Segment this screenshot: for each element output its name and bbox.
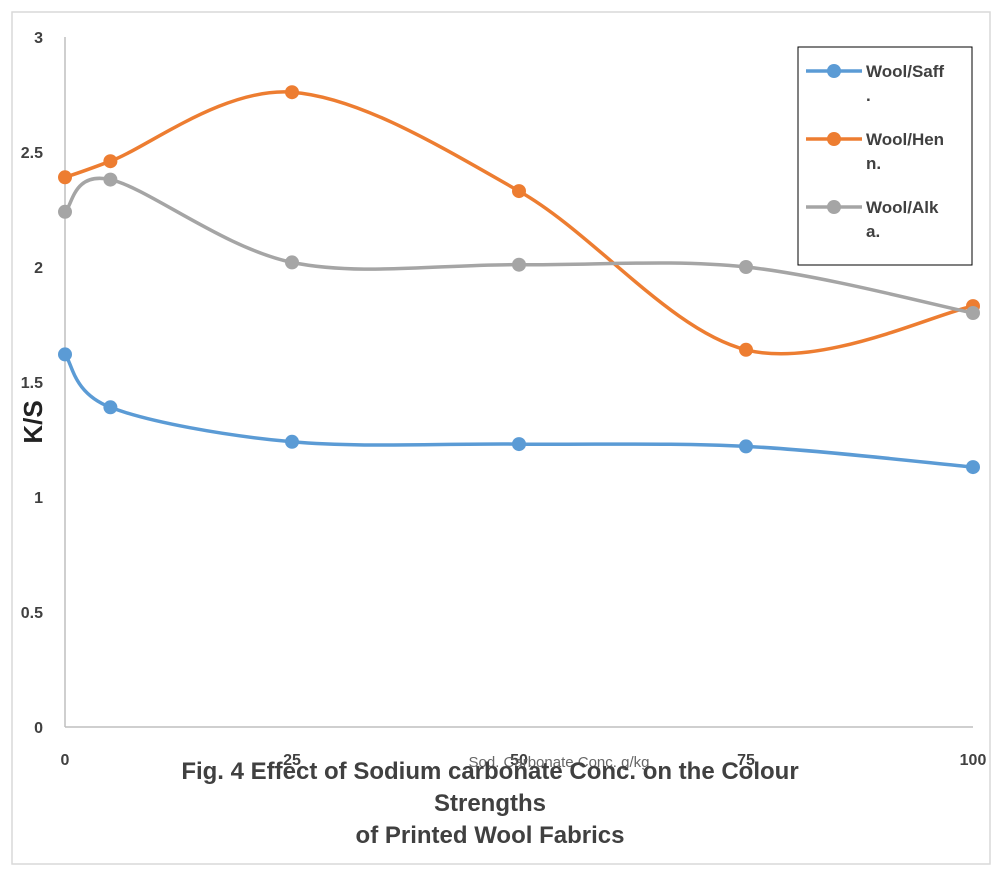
legend-entry: Wool/Saff. [806,62,944,105]
legend-entry: Wool/Hen n. [806,130,944,173]
y-axis-label: K/S [18,400,48,443]
legend-swatch-marker [827,200,841,214]
data-point [103,154,118,169]
data-point [512,184,526,199]
data-point [966,306,980,320]
data-point [58,204,72,219]
data-point [285,434,299,449]
data-point [966,460,980,475]
x-tick-label: 50 [510,752,528,769]
series-layer [58,85,980,475]
data-point [512,437,526,452]
x-tick-label: 75 [737,752,755,769]
data-point [58,170,72,185]
caption-line-1: Fig. 4 Effect of Sodium carbonate Conc. … [181,758,799,785]
caption-line-2: Strengths [433,790,546,817]
y-tick-label: 1 [34,490,43,507]
y-tick-label: 1.5 [21,375,43,392]
y-tick-label: 0 [34,720,43,737]
legend-label: Wool/Hen [866,130,944,149]
y-tick-label: 3 [34,30,43,47]
series-2 [58,85,980,357]
x-tick-label: 100 [960,752,987,769]
data-point [512,257,526,272]
figure-caption: Fig. 4 Effect of Sodium carbonate Conc. … [70,756,910,852]
series-1 [58,347,980,475]
x-tick-label: 0 [61,752,70,769]
legend-label: Wool/Saff [866,62,944,81]
data-point [103,172,118,187]
y-tick-label: 0.5 [21,605,43,622]
legend: Wool/Saff. Wool/Hen n. Wool/Alk a. [797,46,973,266]
x-tick-label: 25 [283,752,301,769]
x-axis-label: Sod. Carbonate Conc. g/kg [469,754,650,771]
caption-line-3: of Printed Wool Fabrics [355,822,625,849]
y-tick-label: 2 [34,260,43,277]
legend-entry: Wool/Alk a. [806,198,939,241]
data-point [739,260,753,274]
series-line [63,176,974,315]
legend-box [797,46,973,266]
legend-label: a. [866,222,880,241]
series-line [64,90,974,356]
data-point [285,255,299,270]
chart-frame [11,11,991,865]
series-3 [58,172,980,320]
data-point [58,347,72,362]
legend-label: . [866,86,871,105]
legend-swatch-marker [827,132,841,146]
legend-label: Wool/Alk [866,198,939,217]
data-point [739,342,753,357]
legend-label: n. [866,154,881,173]
data-point [103,400,118,415]
legend-swatch-marker [827,64,841,78]
y-tick-label: 2.5 [21,145,43,162]
data-point [285,85,299,100]
data-point [739,439,753,454]
axes: 0 0.5 1 1.5 2 2.5 3 0 25 50 75 100 [21,30,987,769]
